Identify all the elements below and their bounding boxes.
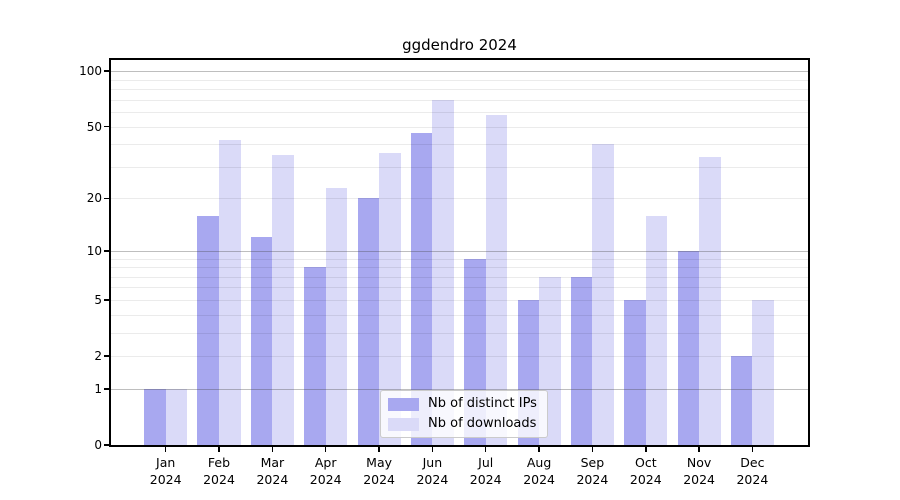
x-tick-label-aug: Aug 2024 (523, 455, 555, 487)
x-tick-label-may: May 2024 (363, 455, 395, 487)
bar-ips-mar (250, 237, 273, 445)
legend-label-downloads: Nb of downloads (428, 416, 537, 431)
y-tick-label-2: 2 (94, 349, 102, 363)
minor-gridline-40 (111, 144, 808, 146)
y-tick-label-50: 50 (86, 119, 102, 134)
bar-ips-sep (570, 276, 593, 445)
x-tick-mark-nov (698, 447, 700, 452)
x-tick-label-feb: Feb 2024 (203, 455, 235, 487)
bar-ips-jan (144, 388, 166, 445)
y-tick-label-10: 10 (86, 243, 102, 258)
y-tick-mark-2 (104, 355, 109, 357)
plot-area: Nb of distinct IPs Nb of downloads (109, 58, 810, 447)
bar-downloads-jul (485, 114, 508, 445)
y-tick-mark-20 (104, 197, 109, 200)
minor-gridline-60 (111, 112, 808, 113)
x-tick-mark-dec (751, 447, 754, 452)
bar-ips-dec (730, 356, 753, 445)
x-tick-mark-jul (484, 447, 487, 452)
bar-downloads-jun (432, 99, 454, 445)
y-tick-mark-0 (104, 444, 109, 446)
bar-downloads-apr (325, 187, 348, 445)
bar-downloads-may (379, 152, 401, 445)
x-tick-label-oct: Oct 2024 (629, 455, 662, 487)
chart-title: ggdendro 2024 (402, 36, 517, 54)
legend: Nb of distinct IPs Nb of downloads (380, 390, 548, 438)
bar-ips-jun (410, 133, 433, 445)
x-tick-mark-apr (324, 447, 327, 452)
y-tick-label-5: 5 (94, 292, 102, 307)
minor-gridline-90 (111, 79, 808, 81)
bar-downloads-mar (272, 154, 294, 445)
bar-downloads-nov (699, 157, 721, 445)
legend-item-downloads: Nb of downloads (388, 416, 540, 432)
y-tick-mark-5 (104, 299, 109, 301)
bar-ips-oct (624, 299, 646, 445)
x-tick-mark-aug (538, 447, 540, 452)
x-tick-mark-feb (218, 447, 220, 452)
x-tick-mark-oct (645, 447, 647, 452)
y-tick-mark-1 (104, 388, 109, 390)
minor-gridline-80 (111, 89, 808, 90)
x-tick-mark-mar (271, 447, 274, 452)
x-tick-mark-jan (164, 447, 167, 452)
bar-downloads-sep (592, 144, 614, 445)
x-tick-label-dec: Dec 2024 (736, 455, 769, 487)
y-tick-label-20: 20 (86, 191, 102, 206)
bar-downloads-feb (219, 140, 241, 445)
y-tick-label-100: 100 (79, 64, 102, 79)
bar-ips-may (357, 198, 380, 445)
bar-ips-nov (677, 250, 700, 445)
bar-ips-apr (304, 267, 326, 445)
legend-item-distinct-ips: Nb of distinct IPs (388, 396, 540, 412)
x-tick-label-nov: Nov 2024 (683, 455, 715, 487)
x-tick-label-jan: Jan 2024 (149, 455, 182, 487)
x-tick-mark-may (378, 447, 380, 452)
legend-label-distinct-ips: Nb of distinct IPs (428, 396, 537, 411)
x-tick-mark-jun (431, 447, 434, 452)
x-tick-mark-sep (591, 447, 594, 452)
legend-swatch-downloads-icon (388, 417, 419, 431)
y-tick-label-0: 0 (94, 438, 102, 452)
y-tick-label-1: 1 (94, 381, 102, 396)
x-tick-label-sep: Sep 2024 (576, 455, 609, 487)
x-tick-label-jul: Jul 2024 (469, 455, 502, 487)
minor-gridline-70 (111, 99, 808, 101)
major-gridline-100 (111, 71, 808, 73)
y-tick-mark-10 (104, 250, 109, 252)
x-tick-label-jun: Jun 2024 (416, 455, 449, 487)
bar-downloads-dec (752, 299, 774, 445)
y-tick-mark-50 (104, 125, 109, 128)
bar-downloads-jan (165, 388, 188, 445)
bar-downloads-oct (645, 215, 668, 445)
bar-ips-feb (197, 215, 219, 445)
x-tick-label-apr: Apr 2024 (309, 455, 342, 487)
x-tick-label-mar: Mar 2024 (256, 455, 289, 487)
minor-gridline-50 (111, 126, 808, 128)
legend-swatch-distinct-ips-icon (388, 397, 419, 411)
y-tick-mark-100 (104, 70, 109, 72)
